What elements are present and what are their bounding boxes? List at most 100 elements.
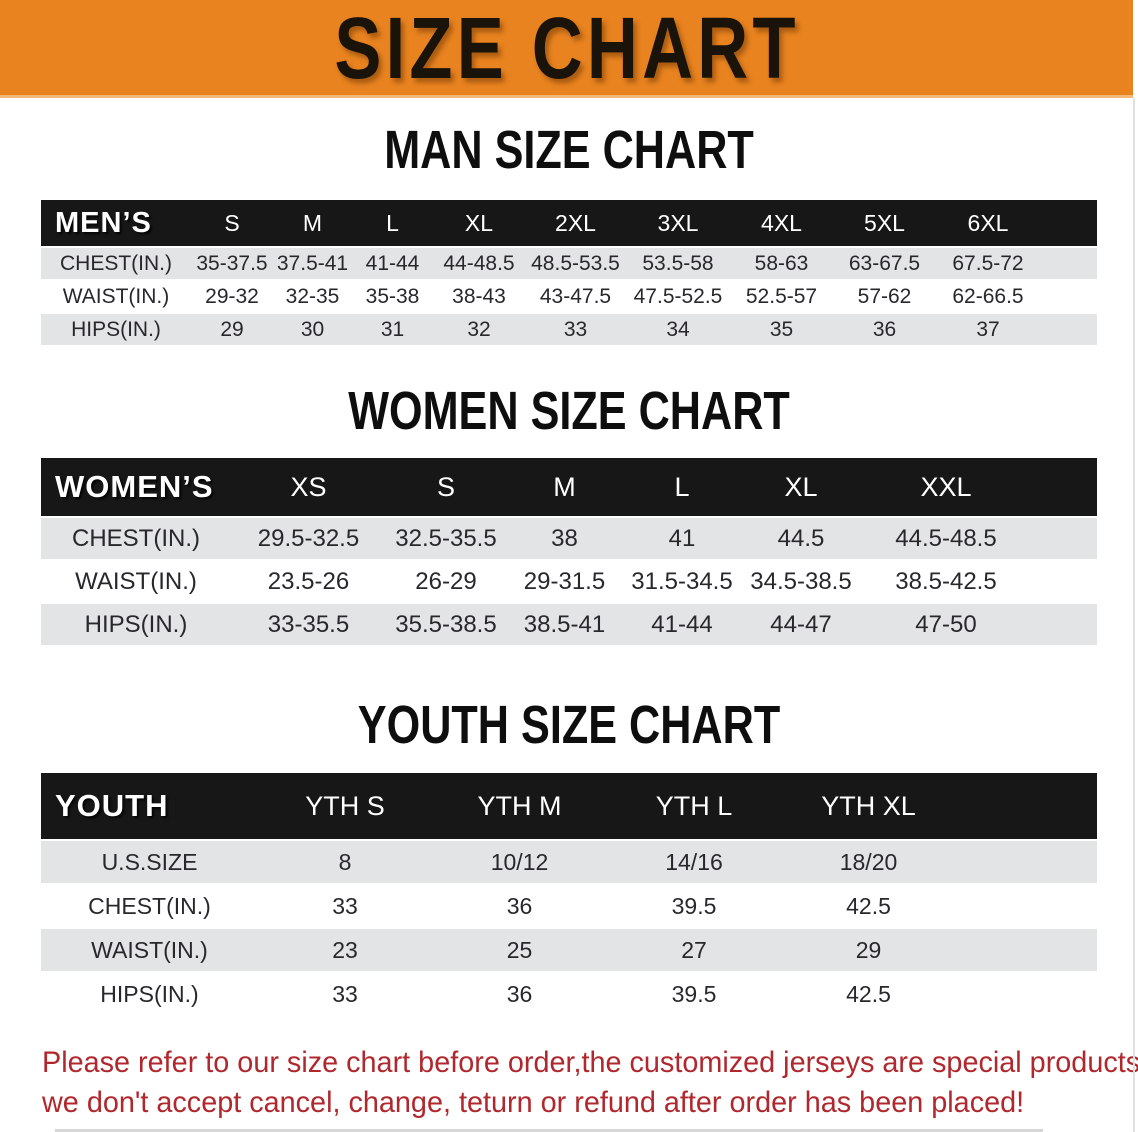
measurement-value: 23 [258, 929, 432, 971]
size-column-header: YTH XL [781, 773, 956, 839]
measurement-value: 31.5-34.5 [623, 561, 741, 602]
measurement-value: 41-44 [352, 248, 433, 279]
size-column-header: S [386, 458, 506, 516]
measurement-value: 57-62 [833, 281, 936, 312]
measurement-value: 30 [273, 314, 352, 345]
measurement-row: CHEST(IN.) 33 36 39.5 42.5 [41, 885, 1097, 927]
measurement-value: 35-37.5 [191, 248, 273, 279]
row-spacer-cell [1031, 561, 1097, 602]
row-spacer-cell [956, 973, 1097, 1015]
measurement-value: 43-47.5 [525, 281, 626, 312]
measurement-value: 33 [258, 973, 432, 1015]
banner: SIZE CHART [0, 0, 1133, 98]
measurement-label: WAIST(IN.) [41, 281, 191, 312]
size-column-header: S [191, 200, 273, 246]
measurement-value: 41 [623, 518, 741, 559]
measurement-value: 37 [936, 314, 1040, 345]
measurement-value: 18/20 [781, 841, 956, 883]
measurement-row: HIPS(IN.) 29 30 31 32 33 34 35 36 37 [41, 314, 1097, 345]
size-column-header: 4XL [730, 200, 833, 246]
row-spacer-cell [1040, 281, 1097, 312]
measurement-value: 37.5-41 [273, 248, 352, 279]
measurement-value: 38 [506, 518, 623, 559]
size-column-header: 5XL [833, 200, 936, 246]
size-column-header: XL [433, 200, 525, 246]
measurement-row: HIPS(IN.) 33-35.5 35.5-38.5 38.5-41 41-44 44-… [41, 604, 1097, 645]
women-section-heading: WOMEN SIZE CHART [0, 383, 1138, 439]
measurement-value: 36 [432, 973, 607, 1015]
size-column-header: M [273, 200, 352, 246]
page-right-edge-line [1133, 98, 1135, 1132]
row-spacer-cell [1040, 314, 1097, 345]
measurement-value: 27 [607, 929, 781, 971]
measurement-label: CHEST(IN.) [41, 885, 258, 927]
youth-section-heading: YOUTH SIZE CHART [0, 697, 1138, 753]
youth-section-heading-text: YOUTH SIZE CHART [357, 695, 781, 755]
size-table-header-row: YOUTH YTH S YTH M YTH L YTH XL [41, 773, 1097, 839]
men-size-table: MEN’S S M L XL 2XL 3XL 4XL 5XL 6XL CHEST(IN.) 35-37… [41, 198, 1097, 347]
footer-note: Please refer to our size chart before or… [42, 1043, 1138, 1123]
size-column-header: 3XL [626, 200, 730, 246]
measurement-value: 33 [525, 314, 626, 345]
men-section-heading-text: MAN SIZE CHART [384, 120, 754, 180]
measurement-value: 44-47 [741, 604, 861, 645]
size-column-header: YTH M [432, 773, 607, 839]
measurement-value: 48.5-53.5 [525, 248, 626, 279]
youth-size-table: YOUTH YTH S YTH M YTH L YTH XL U.S.SIZE 8 10/12… [41, 771, 1097, 1017]
measurement-value: 44-48.5 [433, 248, 525, 279]
table-corner-label: YOUTH [41, 773, 258, 839]
women-section-heading-text: WOMEN SIZE CHART [348, 381, 790, 441]
measurement-label: HIPS(IN.) [41, 604, 231, 645]
measurement-value: 29-32 [191, 281, 273, 312]
row-spacer-cell [956, 885, 1097, 927]
measurement-value: 8 [258, 841, 432, 883]
measurement-row: WAIST(IN.) 23.5-26 26-29 29-31.5 31.5-34.5 34… [41, 561, 1097, 602]
measurement-value: 44.5-48.5 [861, 518, 1031, 559]
measurement-value: 35.5-38.5 [386, 604, 506, 645]
measurement-label: HIPS(IN.) [41, 973, 258, 1015]
size-column-header: XS [231, 458, 386, 516]
measurement-value: 62-66.5 [936, 281, 1040, 312]
measurement-value: 63-67.5 [833, 248, 936, 279]
header-spacer-cell [1031, 458, 1097, 516]
page-bottom-edge-line [55, 1129, 1043, 1132]
measurement-label: HIPS(IN.) [41, 314, 191, 345]
measurement-row: WAIST(IN.) 23 25 27 29 [41, 929, 1097, 971]
size-table-header-row: WOMEN’S XS S M L XL XXL [41, 458, 1097, 516]
row-spacer-cell [1040, 248, 1097, 279]
row-spacer-cell [1031, 604, 1097, 645]
measurement-row: CHEST(IN.) 35-37.5 37.5-41 41-44 44-48.5 48.5… [41, 248, 1097, 279]
measurement-value: 38.5-42.5 [861, 561, 1031, 602]
row-spacer-cell [1031, 518, 1097, 559]
header-spacer-cell [956, 773, 1097, 839]
row-spacer-cell [956, 841, 1097, 883]
measurement-value: 33-35.5 [231, 604, 386, 645]
measurement-value: 39.5 [607, 885, 781, 927]
measurement-value: 38-43 [433, 281, 525, 312]
measurement-value: 34.5-38.5 [741, 561, 861, 602]
measurement-row: WAIST(IN.) 29-32 32-35 35-38 38-43 43-47.5 47.… [41, 281, 1097, 312]
measurement-value: 31 [352, 314, 433, 345]
measurement-value: 32-35 [273, 281, 352, 312]
measurement-value: 47-50 [861, 604, 1031, 645]
measurement-value: 23.5-26 [231, 561, 386, 602]
size-column-header: XXL [861, 458, 1031, 516]
row-spacer-cell [956, 929, 1097, 971]
measurement-value: 38.5-41 [506, 604, 623, 645]
measurement-value: 32.5-35.5 [386, 518, 506, 559]
measurement-label: CHEST(IN.) [41, 248, 191, 279]
measurement-value: 26-29 [386, 561, 506, 602]
measurement-value: 58-63 [730, 248, 833, 279]
measurement-row: HIPS(IN.) 33 36 39.5 42.5 [41, 973, 1097, 1015]
measurement-value: 14/16 [607, 841, 781, 883]
men-section-heading: MAN SIZE CHART [0, 122, 1138, 178]
size-column-header: 2XL [525, 200, 626, 246]
footer-note-line-2: we don't accept cancel, change, teturn o… [42, 1086, 1025, 1119]
measurement-value: 33 [258, 885, 432, 927]
measurement-value: 41-44 [623, 604, 741, 645]
measurement-value: 42.5 [781, 973, 956, 1015]
measurement-label: WAIST(IN.) [41, 929, 258, 971]
measurement-value: 36 [833, 314, 936, 345]
table-corner-label: WOMEN’S [41, 458, 231, 516]
